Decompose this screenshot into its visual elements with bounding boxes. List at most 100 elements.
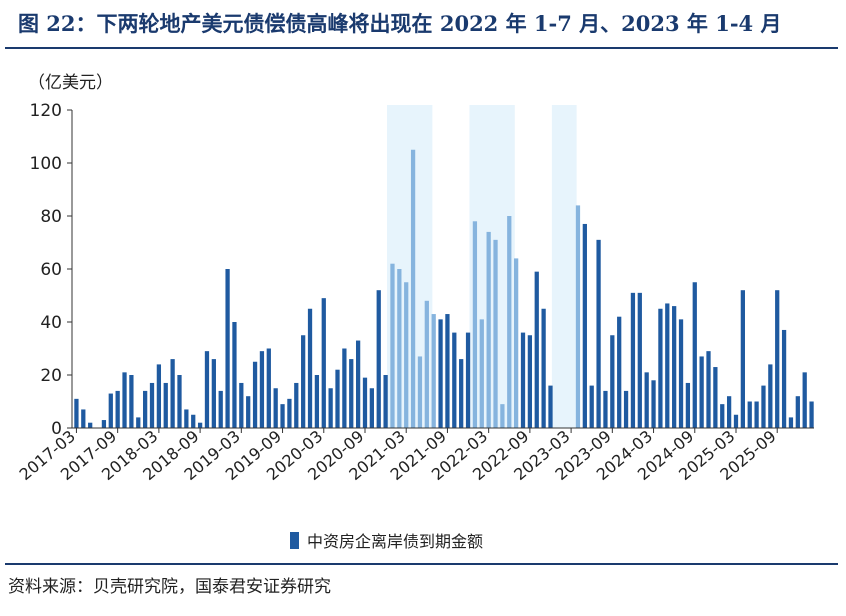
bar [575, 205, 581, 428]
bar [514, 258, 519, 428]
bar [211, 359, 216, 428]
bar [802, 372, 807, 428]
bar [404, 282, 409, 428]
bar [534, 271, 539, 428]
y-tick-label: 120 [30, 101, 62, 121]
bar [768, 364, 773, 428]
bar [672, 306, 677, 428]
y-tick-label: 20 [40, 366, 62, 386]
bar [355, 340, 361, 428]
bar [143, 390, 148, 428]
bar [500, 404, 505, 428]
bar [204, 351, 210, 428]
bar [754, 401, 759, 428]
bar [369, 388, 374, 428]
bar [459, 359, 464, 428]
bar [163, 382, 168, 428]
y-tick-label: 60 [40, 260, 62, 280]
bar [390, 263, 395, 428]
bar [678, 319, 684, 428]
bar [424, 300, 429, 428]
bar [548, 385, 553, 428]
bar [747, 401, 752, 428]
bar [589, 385, 594, 428]
bar [431, 314, 436, 428]
bar [658, 308, 663, 428]
y-tick-label: 40 [40, 313, 62, 333]
bar [342, 348, 347, 428]
bar [397, 269, 402, 428]
bar [486, 231, 491, 428]
bar [170, 359, 175, 428]
bar [479, 319, 484, 428]
bar [465, 332, 471, 428]
bar [122, 372, 127, 428]
bar [115, 390, 120, 428]
bar [651, 380, 656, 428]
bar [582, 223, 587, 428]
bar [740, 290, 745, 428]
bar [184, 409, 189, 428]
bar [788, 417, 794, 428]
bar [630, 292, 636, 428]
bar [726, 396, 732, 428]
bar [733, 414, 739, 428]
bar [280, 404, 285, 428]
bar [301, 335, 306, 428]
bar [493, 239, 498, 428]
bar [362, 377, 368, 428]
bar [218, 390, 223, 428]
bar [197, 422, 203, 428]
bar [383, 375, 388, 428]
y-tick-label: 100 [30, 154, 62, 174]
bar [101, 420, 107, 428]
bar [88, 422, 93, 428]
bar [191, 414, 196, 428]
bar [335, 369, 340, 428]
bar [266, 348, 271, 428]
bar [507, 216, 512, 428]
bar [692, 282, 697, 428]
bar [685, 382, 691, 428]
bar [259, 351, 265, 428]
bar [108, 393, 113, 428]
bar [438, 319, 443, 428]
bar [781, 329, 787, 428]
legend: 中资房企离岸债到期金额 [290, 528, 483, 552]
bar [246, 396, 251, 428]
legend-label: 中资房企离岸债到期金额 [307, 532, 484, 551]
bar [376, 290, 381, 428]
bar [225, 269, 230, 428]
bar [321, 298, 326, 428]
bar [761, 385, 766, 428]
bar [452, 332, 457, 428]
bar [644, 372, 649, 428]
bar [520, 332, 526, 428]
bar [136, 417, 141, 428]
bar [273, 388, 278, 428]
bar [328, 388, 333, 428]
bar [410, 149, 416, 428]
bar [623, 390, 629, 428]
bar [699, 356, 704, 428]
bar [809, 401, 814, 428]
source-divider [5, 563, 838, 565]
bar [610, 335, 615, 428]
bar [527, 335, 533, 428]
bar [149, 382, 155, 428]
legend-swatch [290, 531, 299, 549]
bar [81, 409, 86, 428]
bar [541, 308, 546, 428]
bar [287, 398, 292, 428]
bar [314, 375, 320, 428]
bar [720, 404, 725, 428]
bar [445, 314, 450, 428]
bar [637, 292, 642, 428]
bar [156, 364, 162, 428]
title-divider [5, 47, 838, 49]
bar [617, 316, 622, 428]
bar [775, 290, 780, 428]
bar [294, 382, 299, 428]
